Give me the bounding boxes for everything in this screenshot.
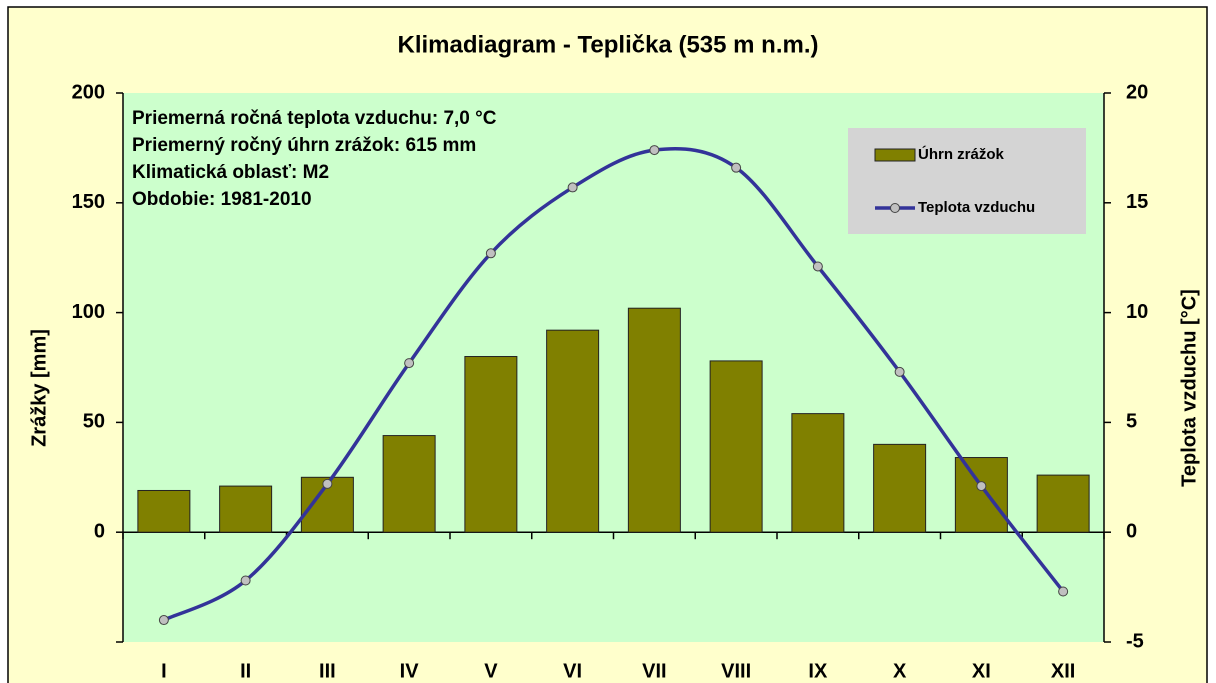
y2-tick-label: 20 — [1126, 81, 1148, 103]
bar — [219, 485, 273, 533]
line-marker — [649, 145, 660, 156]
line-marker — [322, 478, 333, 489]
y-tick-label: 100 — [72, 301, 105, 323]
legend-label: Úhrn zrážok — [918, 145, 1005, 163]
line-marker — [894, 366, 905, 377]
y2-tick-label: -5 — [1126, 630, 1144, 652]
line-marker — [812, 261, 823, 272]
x-tick-label: XI — [972, 660, 991, 682]
x-tick-label: X — [893, 660, 907, 682]
y-axis-title: Zrážky [mm] — [28, 329, 50, 447]
bar — [791, 413, 845, 533]
x-tick-label: III — [319, 660, 336, 682]
bar — [382, 435, 436, 533]
x-tick-label: I — [161, 660, 167, 682]
bar — [627, 307, 681, 533]
bar — [873, 443, 927, 533]
y-tick-label: 50 — [83, 411, 105, 433]
legend-swatch — [874, 148, 916, 162]
x-tick-label: IV — [400, 660, 420, 682]
annotation: Priemerná ročná teplota vzduchu: 7,0 °C — [132, 108, 497, 129]
bar — [546, 329, 600, 533]
y2-axis-title: Teplota vzduchu [°C] — [1178, 289, 1200, 487]
line-marker — [404, 358, 415, 369]
legend-box — [848, 128, 1086, 234]
y2-tick-label: 5 — [1126, 411, 1137, 433]
line-marker — [976, 481, 987, 492]
bar — [464, 356, 518, 533]
y2-tick-label: 10 — [1126, 301, 1148, 323]
y2-tick-label: 0 — [1126, 520, 1137, 542]
line-marker — [1058, 586, 1069, 597]
annotation: Obdobie: 1981-2010 — [132, 189, 312, 210]
legend-label: Teplota vzduchu — [918, 199, 1035, 216]
y2-tick-label: 15 — [1126, 191, 1148, 213]
x-tick-label: VI — [563, 660, 582, 682]
bar — [137, 489, 191, 533]
x-tick-label: VII — [642, 660, 666, 682]
x-tick-label: VIII — [721, 660, 751, 682]
line-marker — [731, 162, 742, 173]
line-marker — [240, 575, 251, 586]
annotation: Priemerný ročný úhrn zrážok: 615 mm — [132, 135, 476, 156]
bar — [954, 457, 1008, 533]
bar — [1036, 474, 1090, 533]
bar — [709, 360, 763, 533]
line-marker — [567, 182, 578, 193]
legend-marker — [890, 203, 900, 213]
y-tick-label: 200 — [72, 81, 105, 103]
line-marker — [158, 615, 169, 626]
x-tick-label: V — [484, 660, 498, 682]
chart-title: Klimadiagram - Teplička (535 m n.m.) — [397, 31, 818, 58]
y-tick-label: 0 — [94, 520, 105, 542]
x-tick-label: II — [240, 660, 251, 682]
annotation: Klimatická oblasť: M2 — [132, 162, 329, 183]
x-tick-label: IX — [808, 660, 828, 682]
y-tick-label: 150 — [72, 191, 105, 213]
line-marker — [485, 248, 496, 259]
x-tick-label: XII — [1051, 660, 1075, 682]
